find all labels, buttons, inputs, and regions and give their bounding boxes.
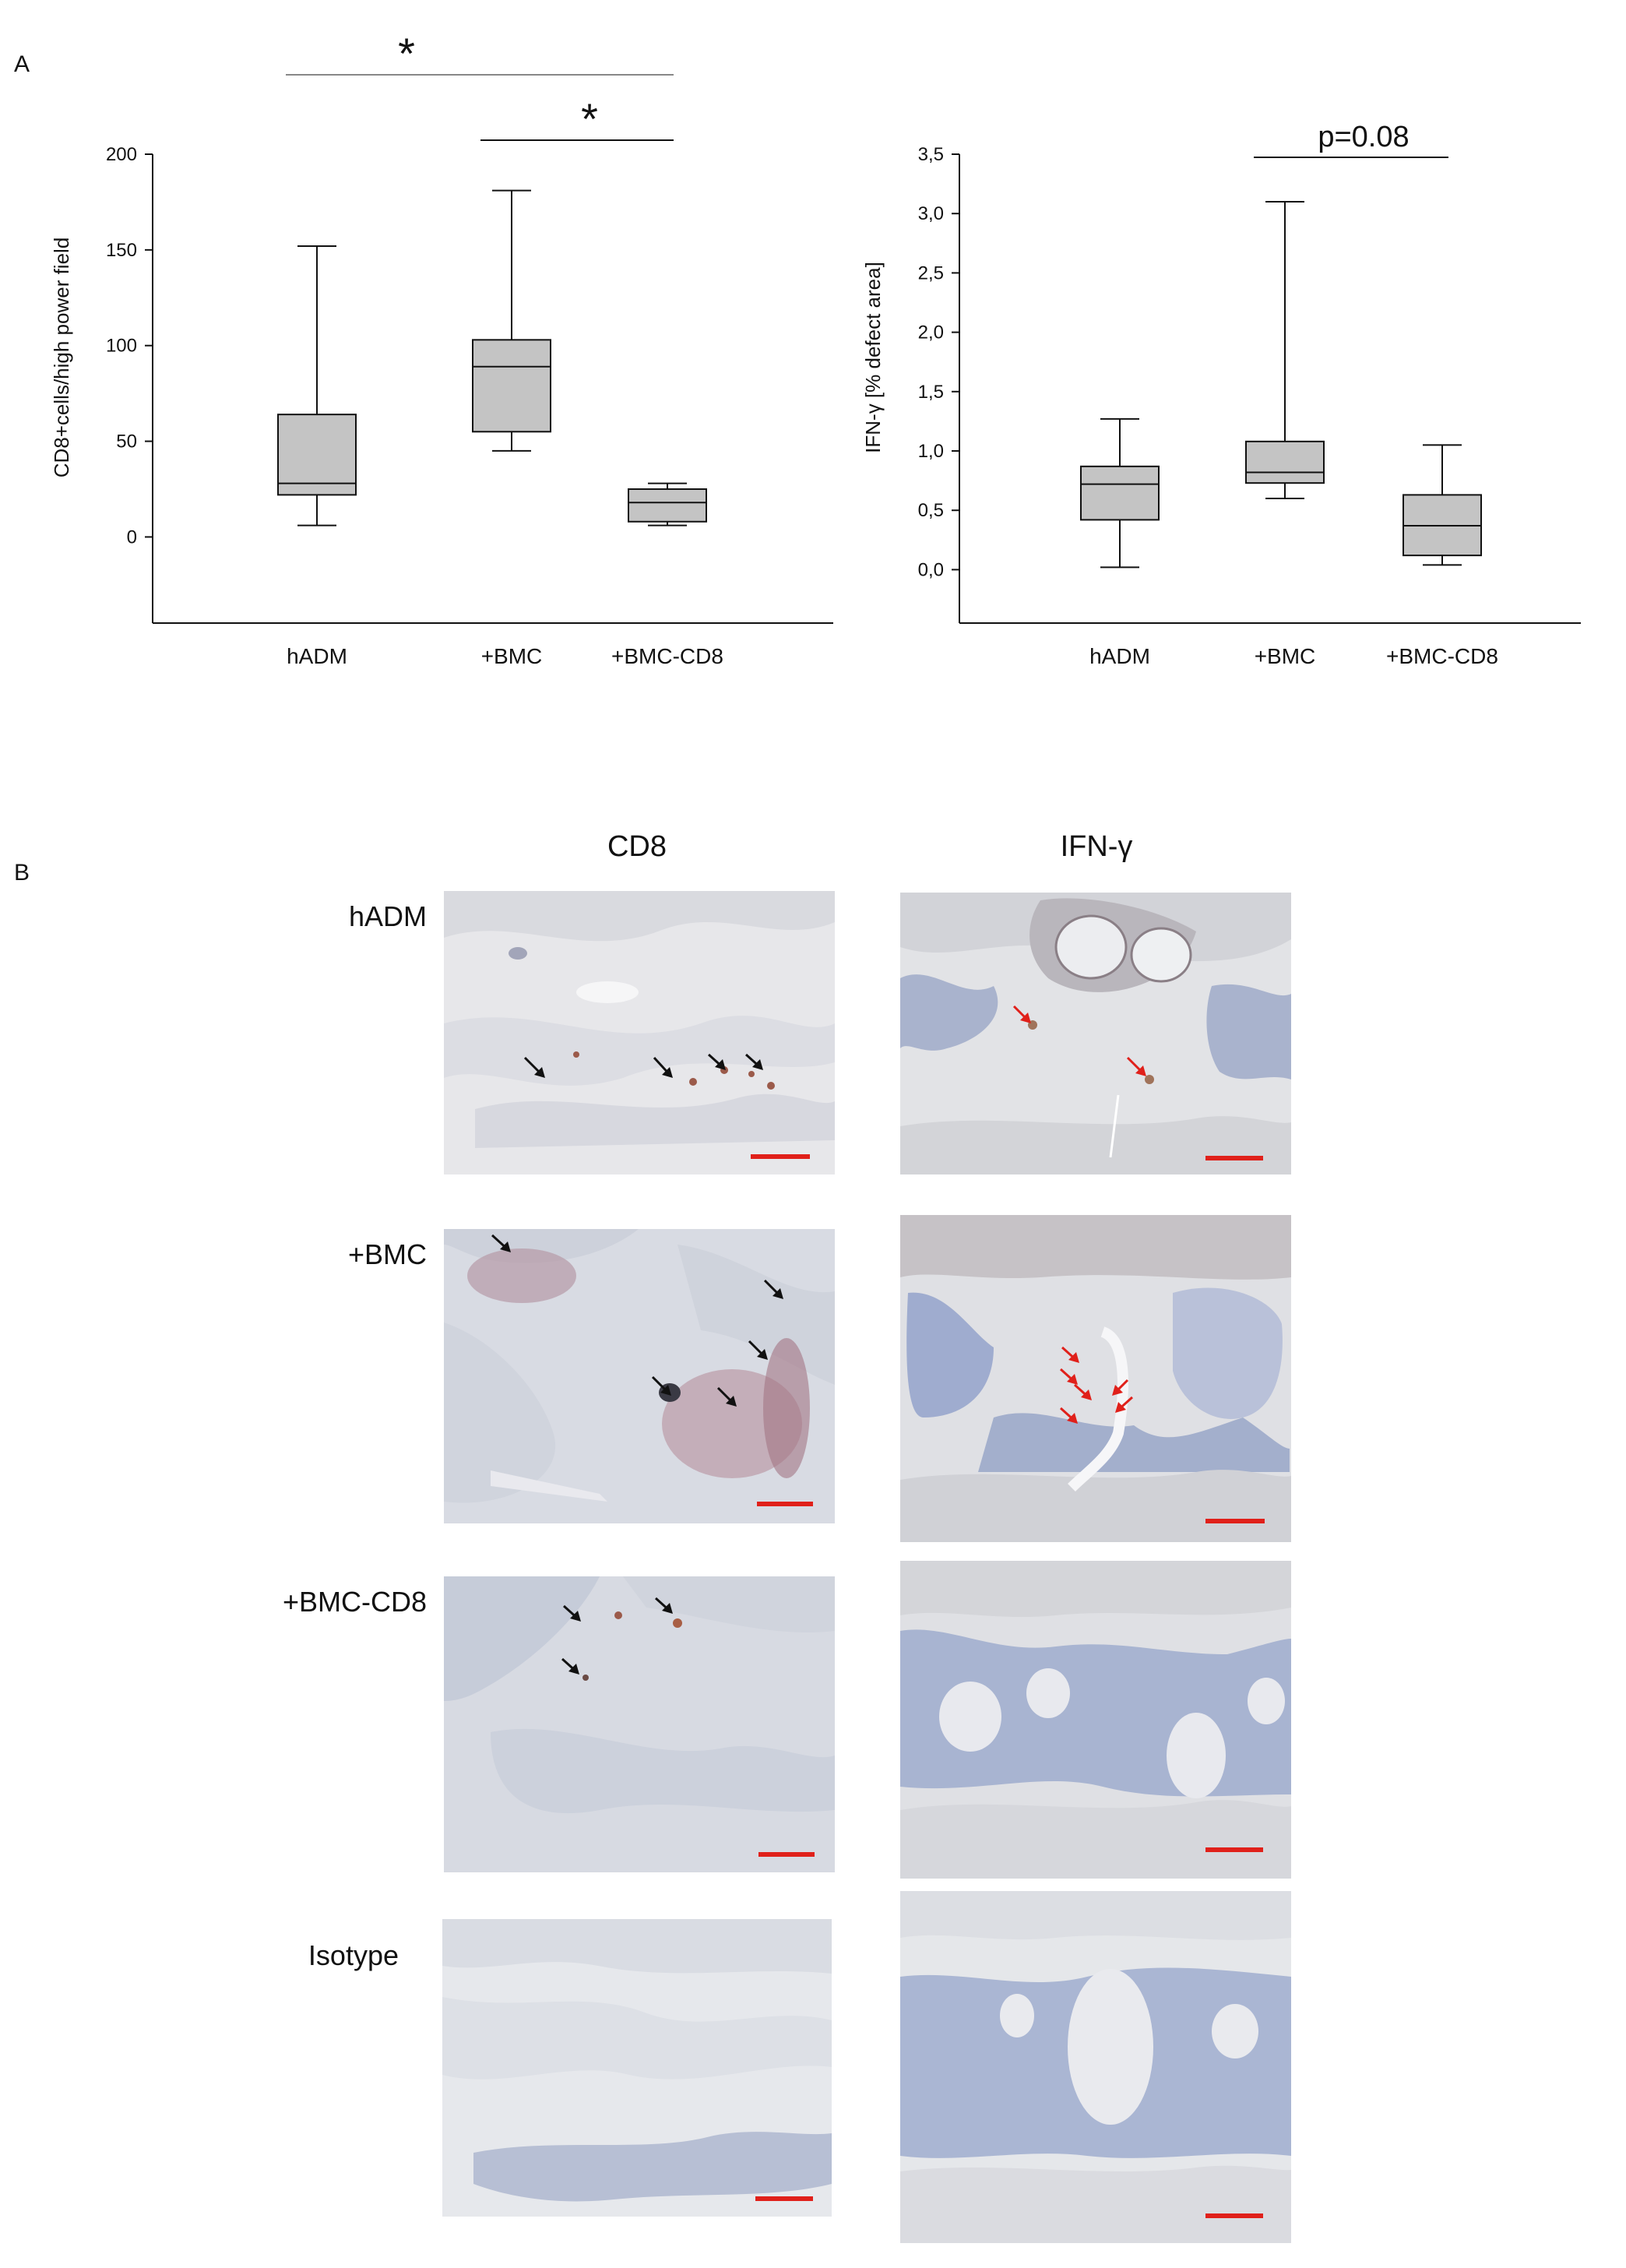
- box-bmc: [472, 339, 551, 433]
- y-tick-label: 50: [116, 431, 137, 453]
- row-label-isotype: Isotype: [308, 1939, 399, 1971]
- column-header-cd8: CD8: [607, 830, 667, 863]
- micrograph-ifn-gamma-hadm: [900, 893, 1291, 1174]
- y-tick-label: 0: [127, 526, 137, 548]
- significance-label: *: [581, 94, 598, 143]
- y-tick-label: 2,5: [918, 262, 944, 284]
- category-label: +BMC-CD8: [1386, 644, 1498, 668]
- y-tick-label: 3,5: [918, 144, 944, 165]
- y-tick-label: 0,5: [918, 500, 944, 521]
- category-label: +BMC: [481, 644, 543, 668]
- y-tick-label: 200: [106, 144, 137, 165]
- y-tick-label: 150: [106, 240, 137, 261]
- category-label: hADM: [1089, 644, 1150, 668]
- row-label-bmc: +BMC: [347, 1238, 427, 1270]
- micrograph-ifn-gamma-bmc-cd8: [900, 1561, 1291, 1879]
- ifn-gamma-boxplot: 0,0 0,5 1,0 1,5 2,0 2,5 3,0 3,5 IFN-γ [% defect …: [861, 121, 1581, 668]
- box-hadm: [1080, 465, 1160, 521]
- y-tick-label: 100: [106, 336, 137, 357]
- y-tick-label: 1,5: [918, 382, 944, 403]
- box-hadm: [277, 414, 357, 496]
- micrograph-ifn-gamma-bmc: [900, 1215, 1291, 1542]
- micrograph-cd8-isotype: [442, 1919, 832, 2217]
- y-tick-label: 2,0: [918, 322, 944, 343]
- y-axis-label: CD8+cells/high power field: [50, 238, 73, 478]
- category-label: hADM: [287, 644, 347, 668]
- panel-b-label: B: [14, 860, 30, 886]
- micrograph-cd8-bmc: [444, 1229, 835, 1523]
- category-label: +BMC: [1255, 644, 1316, 668]
- significance-label: p=0.08: [1318, 121, 1409, 153]
- box-bmc: [1245, 440, 1325, 484]
- panel-a-label: A: [14, 51, 30, 77]
- y-tick-label: 1,0: [918, 441, 944, 462]
- micrograph-ifn-gamma-isotype: [900, 1891, 1291, 2243]
- micrograph-cd8-hadm: [444, 891, 835, 1174]
- category-label: +BMC-CD8: [611, 644, 723, 668]
- micrograph-cd8-bmc-cd8: [444, 1576, 835, 1872]
- y-tick-label: 3,0: [918, 203, 944, 224]
- cd8-boxplot: 0 50 100 150 200 CD8+cells/high power field hA…: [50, 29, 833, 668]
- significance-label: *: [398, 29, 415, 78]
- row-label-hadm: hADM: [348, 900, 427, 932]
- y-tick-label: 0,0: [918, 559, 944, 580]
- row-label-bmc-cd8: +BMC-CD8: [282, 1586, 427, 1618]
- y-axis-label: IFN-γ [% defect area]: [861, 262, 885, 453]
- column-header-ifn-gamma: IFN-γ: [1060, 830, 1133, 863]
- box-bmccd8: [628, 488, 707, 523]
